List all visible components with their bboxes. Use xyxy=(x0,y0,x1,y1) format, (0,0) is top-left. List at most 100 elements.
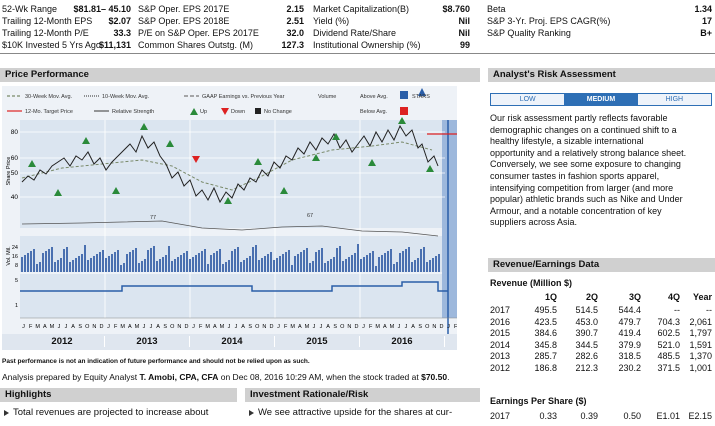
cell: 282.6 xyxy=(575,351,598,361)
volume-bar xyxy=(198,253,200,272)
column-header: 1Q xyxy=(544,292,557,302)
volume-bar xyxy=(33,249,35,272)
volume-bar xyxy=(51,247,53,272)
volume-bar xyxy=(228,260,230,272)
eps-markers xyxy=(28,117,434,204)
row-year: 2017 xyxy=(490,305,511,315)
rs-label: 77 xyxy=(150,215,156,221)
row-year: 2016 xyxy=(490,316,511,327)
cell: 230.2 xyxy=(618,362,641,373)
month-label: J xyxy=(107,324,110,330)
volume-bar xyxy=(279,256,281,272)
volume-bar xyxy=(57,260,59,272)
volume-bar xyxy=(432,258,434,272)
stat-value: $8.760 xyxy=(442,4,470,14)
volume-bar xyxy=(414,260,416,272)
risk-text: opportunity and a relatively strong bala… xyxy=(490,147,687,158)
risk-bar: LOW MEDIUM HIGH xyxy=(490,93,712,106)
disclaimer: Past performance is not an indication of… xyxy=(2,358,310,365)
bullet xyxy=(4,410,9,416)
volume-bar xyxy=(249,256,251,272)
month-label: F xyxy=(369,324,373,330)
month-label: O xyxy=(425,324,430,330)
volume-bar xyxy=(318,250,320,272)
volume-bar xyxy=(216,251,218,272)
cell: 544.4 xyxy=(618,305,641,315)
legend-label: 12-Mo. Target Price xyxy=(25,109,73,115)
cell: 704.3 xyxy=(657,316,680,327)
volume-bar xyxy=(30,251,32,272)
volume-bar xyxy=(225,262,227,272)
volume-bar xyxy=(69,262,71,272)
month-label: A xyxy=(411,324,415,330)
cell: 285.7 xyxy=(534,351,557,361)
relative-strength xyxy=(21,220,439,237)
row-year: 2014 xyxy=(490,339,511,350)
risk-text: Armour, and a notable concentration of k… xyxy=(490,205,662,216)
cell: 1,370 xyxy=(689,351,712,361)
legend-label: No Change xyxy=(264,109,292,115)
volume-bar xyxy=(324,263,326,272)
volume-bar xyxy=(153,246,155,272)
note-part: Analysis prepared by Equity Analyst xyxy=(2,372,140,382)
cell: 0.50 xyxy=(623,411,641,421)
month-label: M xyxy=(205,324,210,330)
volume-bar xyxy=(429,260,431,272)
month-label: O xyxy=(340,324,345,330)
volume-bar xyxy=(174,259,176,272)
month-label: D xyxy=(99,324,103,330)
volume-bar xyxy=(270,252,272,272)
legend-label: 30-Week Mov. Avg. xyxy=(25,94,73,100)
volume-bar xyxy=(378,257,380,272)
month-label: N xyxy=(262,324,266,330)
risk-text: intensifying competition from larger (an… xyxy=(490,182,674,193)
stat-value: $11,131 xyxy=(98,40,131,50)
volume-bar xyxy=(339,246,341,272)
month-label: M xyxy=(390,324,395,330)
volume-bar xyxy=(189,259,191,272)
cell: 371.5 xyxy=(657,362,680,373)
volume-bar xyxy=(147,250,149,272)
volume-bar xyxy=(54,262,56,272)
volume-bar xyxy=(108,256,110,272)
volume-bar xyxy=(399,253,401,272)
volume-bar xyxy=(135,248,137,272)
volume-bar xyxy=(165,255,167,272)
volume-bar xyxy=(159,259,161,272)
stat-label: Trailing 12-Month P/E xyxy=(2,28,89,38)
volume-bar xyxy=(285,252,287,272)
y-tick-label: 50 xyxy=(11,170,19,177)
cell: 1,591 xyxy=(689,339,712,350)
volume-bar xyxy=(168,246,170,272)
volume-bar xyxy=(381,255,383,272)
volume-bar xyxy=(42,253,44,272)
month-label: J xyxy=(447,324,450,330)
stat-label: 52-Wk Range xyxy=(2,4,58,14)
volume-bar xyxy=(192,257,194,272)
volume-bar xyxy=(372,251,374,272)
highlight-text: Total revenues are projected to increase… xyxy=(13,407,209,418)
month-label: S xyxy=(418,324,422,330)
volume-bar xyxy=(87,260,89,272)
volume-bar xyxy=(255,245,257,272)
volume-bar xyxy=(243,260,245,272)
y-tick-label: 24 xyxy=(12,245,18,251)
stat-label: Yield (%) xyxy=(313,16,350,26)
stat-label: Institutional Ownership (%) xyxy=(313,40,421,50)
cell: 479.7 xyxy=(618,316,641,327)
cell: 521.0 xyxy=(657,339,680,350)
volume-bar xyxy=(390,249,392,272)
legend-label: GAAP Earnings vs. Previous Year xyxy=(202,94,285,100)
cell: 318.5 xyxy=(618,351,641,361)
volume-bar xyxy=(150,248,152,272)
volume-bar xyxy=(369,253,371,272)
legend-up xyxy=(190,108,198,115)
volume-bars xyxy=(21,244,440,272)
volume-bar xyxy=(435,256,437,272)
volume-bar xyxy=(129,252,131,272)
volume-bar xyxy=(342,261,344,272)
legend-nochange xyxy=(255,108,261,114)
volume-bar xyxy=(309,263,311,272)
legend-label: STARS xyxy=(412,94,430,100)
cell: 379.9 xyxy=(618,339,641,350)
